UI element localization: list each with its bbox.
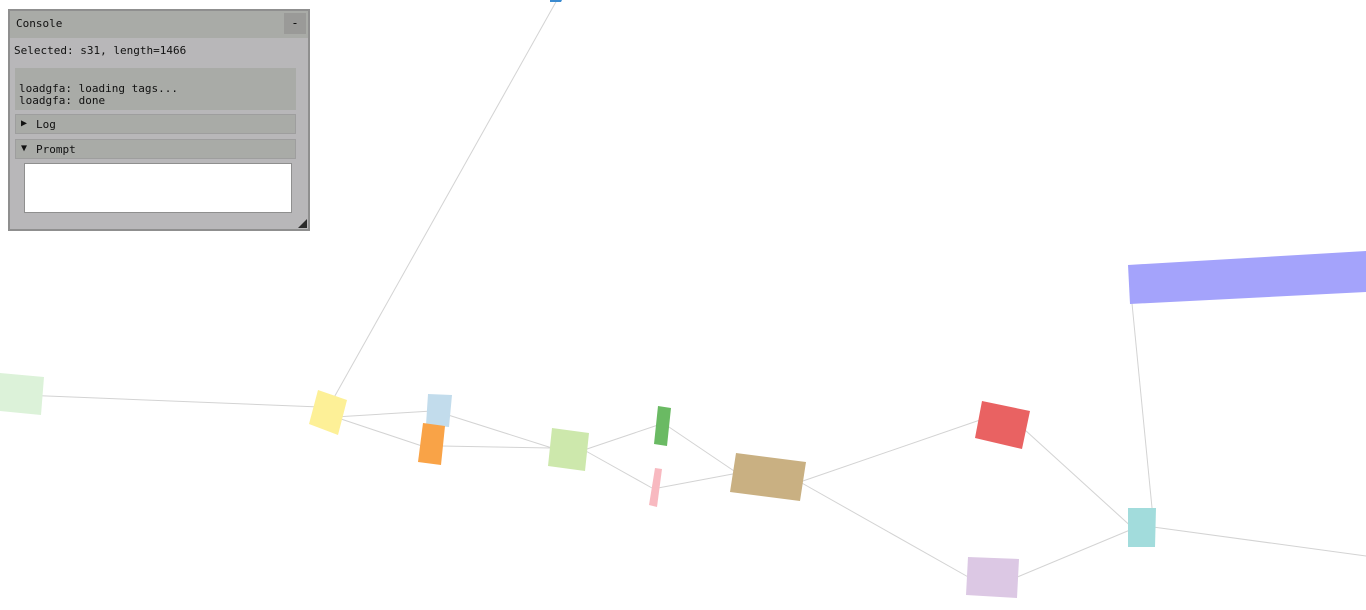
graph-edge	[444, 413, 553, 449]
minimize-button[interactable]: -	[284, 13, 306, 34]
log-section-label: Log	[36, 118, 56, 131]
console-titlebar[interactable]: Console -	[10, 11, 308, 38]
output-line: loadgfa: done	[19, 94, 106, 107]
resize-grip-icon[interactable]	[298, 219, 307, 228]
node-green[interactable]	[654, 406, 671, 446]
prompt-input[interactable]	[24, 163, 292, 213]
node-orange[interactable]	[418, 423, 445, 465]
graph-edge	[1129, 282, 1154, 519]
graph-edge	[665, 424, 741, 476]
graph-edge	[334, 410, 433, 418]
node-yellow[interactable]	[309, 390, 347, 435]
node-cyan[interactable]	[1128, 508, 1156, 547]
graph-edge	[657, 472, 739, 489]
node-light-green-left[interactable]	[0, 373, 44, 415]
node-lime[interactable]	[548, 428, 589, 471]
graph-edge	[583, 424, 659, 451]
node-top-blue[interactable]	[550, 0, 562, 2]
collapsed-arrow-icon: ▶	[21, 118, 28, 129]
graph-edge	[21, 394, 321, 408]
node-periwinkle[interactable]	[1128, 251, 1366, 304]
graph-edge	[799, 419, 981, 483]
node-red[interactable]	[975, 401, 1030, 449]
log-section-header[interactable]: ▶ Log	[15, 114, 296, 134]
graph-edges	[21, 0, 1366, 579]
console-title: Console	[16, 17, 63, 30]
node-light-blue[interactable]	[426, 394, 452, 427]
console-window[interactable]: Console - Selected: s31, length=1466 loa…	[8, 9, 310, 231]
output-line: loadgfa: loading tags...	[19, 82, 178, 95]
node-pink[interactable]	[649, 468, 662, 507]
console-output[interactable]: loadgfa: loading tags... loadgfa: done	[15, 68, 296, 110]
graph-edge	[440, 445, 553, 449]
graph-edge	[326, 0, 558, 411]
prompt-section-label: Prompt	[36, 143, 76, 156]
expanded-arrow-icon: ▼	[21, 143, 28, 154]
graph-edge	[334, 416, 423, 447]
graph-edge	[799, 481, 971, 579]
graph-edge	[583, 449, 653, 489]
prompt-section-header[interactable]: ▼ Prompt	[15, 139, 296, 159]
graph-edge	[1014, 529, 1131, 579]
graph-edge	[1024, 429, 1136, 531]
selection-status: Selected: s31, length=1466	[14, 44, 187, 57]
node-lavender[interactable]	[966, 557, 1019, 598]
node-tan[interactable]	[730, 453, 806, 501]
graph-edge	[1152, 526, 1366, 557]
